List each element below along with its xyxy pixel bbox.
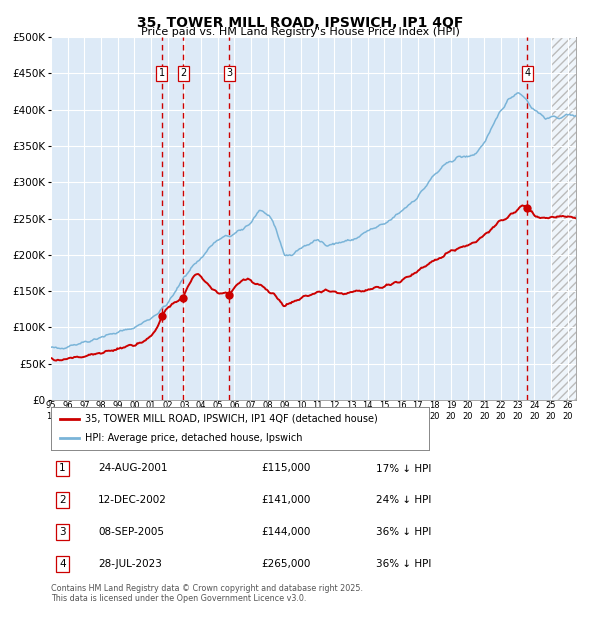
Text: 24% ↓ HPI: 24% ↓ HPI: [377, 495, 432, 505]
Text: 17% ↓ HPI: 17% ↓ HPI: [377, 464, 432, 474]
Text: 12-DEC-2002: 12-DEC-2002: [98, 495, 167, 505]
Bar: [551, 37, 576, 400]
Text: Price paid vs. HM Land Registry's House Price Index (HPI): Price paid vs. HM Land Registry's House …: [140, 27, 460, 37]
Text: 35, TOWER MILL ROAD, IPSWICH, IP1 4QF (detached house): 35, TOWER MILL ROAD, IPSWICH, IP1 4QF (d…: [85, 414, 378, 423]
Text: 1: 1: [158, 68, 165, 79]
Text: 36% ↓ HPI: 36% ↓ HPI: [377, 559, 432, 569]
Text: 28-JUL-2023: 28-JUL-2023: [98, 559, 162, 569]
Text: 3: 3: [59, 527, 66, 537]
Text: 36% ↓ HPI: 36% ↓ HPI: [377, 527, 432, 537]
Text: 08-SEP-2005: 08-SEP-2005: [98, 527, 164, 537]
Text: 4: 4: [524, 68, 530, 79]
Text: £265,000: £265,000: [261, 559, 310, 569]
Text: 3: 3: [226, 68, 232, 79]
Text: Contains HM Land Registry data © Crown copyright and database right 2025.: Contains HM Land Registry data © Crown c…: [51, 584, 363, 593]
Text: £144,000: £144,000: [261, 527, 310, 537]
Text: This data is licensed under the Open Government Licence v3.0.: This data is licensed under the Open Gov…: [51, 594, 307, 603]
Text: 1: 1: [59, 464, 66, 474]
Text: 2: 2: [59, 495, 66, 505]
Text: HPI: Average price, detached house, Ipswich: HPI: Average price, detached house, Ipsw…: [85, 433, 302, 443]
Text: 4: 4: [59, 559, 66, 569]
Text: £141,000: £141,000: [261, 495, 310, 505]
Text: 2: 2: [181, 68, 187, 79]
Bar: [551, 37, 576, 400]
Text: 24-AUG-2001: 24-AUG-2001: [98, 464, 168, 474]
Text: 35, TOWER MILL ROAD, IPSWICH, IP1 4QF: 35, TOWER MILL ROAD, IPSWICH, IP1 4QF: [137, 16, 463, 30]
Text: £115,000: £115,000: [261, 464, 310, 474]
